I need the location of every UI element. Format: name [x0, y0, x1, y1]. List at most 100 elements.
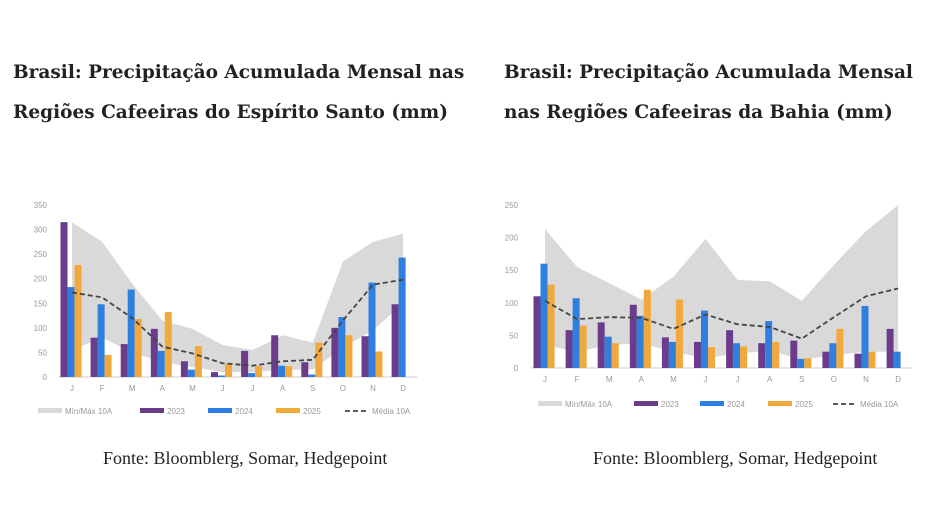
bar-2024 — [572, 298, 580, 368]
y-tick-label: 50 — [38, 348, 47, 357]
legend-label: 2025 — [303, 407, 321, 416]
bar-2023 — [120, 344, 128, 377]
bar-2024 — [278, 365, 286, 377]
bar-2023 — [661, 337, 669, 368]
x-tick-label: M — [189, 384, 196, 393]
bar-2023 — [758, 343, 766, 368]
x-tick-label: N — [863, 375, 869, 384]
x-tick-label: A — [160, 384, 166, 393]
bar-2024 — [636, 315, 644, 368]
legend-label: Média 10A — [372, 407, 411, 416]
bar-2024 — [157, 350, 165, 377]
bar-2025 — [285, 366, 293, 377]
bar-2025 — [164, 312, 172, 377]
y-tick-label: 250 — [505, 201, 519, 210]
bar-2023 — [533, 296, 541, 368]
bar-2025 — [194, 346, 202, 377]
legend-label: 2023 — [661, 400, 679, 409]
legend-label: Mín/Máx 10A — [65, 407, 113, 416]
bar-2023 — [361, 336, 369, 377]
y-tick-label: 250 — [34, 250, 48, 259]
y-tick-label: 200 — [505, 234, 519, 243]
media-10a-line — [544, 287, 899, 340]
y-tick-label: 100 — [505, 299, 519, 308]
bar-2023 — [391, 304, 399, 377]
bar-2025 — [611, 343, 619, 368]
bar-2024 — [338, 317, 346, 377]
x-tick-label: J — [70, 384, 74, 393]
bar-2025 — [643, 289, 651, 368]
bar-2023 — [301, 362, 309, 377]
bar-2024 — [368, 282, 376, 377]
bar-2024 — [187, 369, 195, 377]
bar-2023 — [211, 372, 218, 377]
bar-2024 — [218, 375, 225, 377]
bar-2023 — [90, 337, 98, 377]
bar-2024 — [604, 336, 612, 368]
y-tick-label: 50 — [509, 331, 518, 340]
x-tick-label: A — [639, 375, 645, 384]
chart-title-espirito-santo: Brasil: Precipitação Acumulada Mensal na… — [13, 62, 465, 123]
source-note-bahia: Fonte: Bloomblerg, Somar, Hedgepoint — [593, 448, 878, 468]
bar-2025 — [804, 358, 812, 368]
bar-2024 — [765, 321, 773, 368]
chart-espirito-santo: 0 50 100 150 200 250 300 350 J F M A M J J A S O N D Mín/Máx… — [34, 201, 418, 416]
x-tick-label: S — [799, 375, 804, 384]
y-tick-label: 0 — [514, 364, 519, 373]
source-note-espirito-santo: Fonte: Bloomblerg, Somar, Hedgepoint — [103, 448, 388, 468]
bar-2023 — [886, 328, 894, 368]
y-tick-label: 350 — [34, 201, 48, 210]
x-tick-label: J — [251, 384, 255, 393]
x-tick-label: J — [221, 384, 225, 393]
x-tick-label: A — [767, 375, 773, 384]
bar-2025 — [772, 341, 780, 368]
x-tick-label: F — [575, 375, 580, 384]
legend-swatch — [538, 401, 562, 406]
x-tick-label: M — [129, 384, 136, 393]
bar-2024 — [540, 263, 548, 368]
bar-2024 — [97, 304, 105, 377]
legend-swatch — [140, 408, 164, 413]
x-tick-label: M — [606, 375, 613, 384]
bar-2025 — [547, 284, 555, 368]
bar-2024 — [398, 257, 406, 377]
bar-2023 — [629, 304, 637, 368]
bar-2025 — [225, 363, 232, 377]
legend-swatch — [38, 408, 62, 413]
bar-2025 — [675, 299, 683, 368]
x-tick-label: J — [704, 375, 708, 384]
chart-title-bahia: Brasil: Precipitação Acumulada Mensal na… — [504, 62, 913, 123]
bar-2024 — [67, 287, 75, 377]
x-tick-label: O — [340, 384, 346, 393]
bar-2024 — [248, 373, 256, 377]
media-10a-line — [71, 278, 404, 367]
bar-2023 — [790, 340, 798, 368]
y-tick-label: 0 — [43, 373, 48, 382]
legend-label: 2025 — [795, 400, 813, 409]
bar-2025 — [708, 347, 715, 368]
bar-2025 — [836, 328, 844, 368]
bar-2023 — [60, 222, 68, 377]
x-tick-label: D — [895, 375, 901, 384]
bar-2024 — [829, 343, 837, 368]
x-tick-label: N — [370, 384, 376, 393]
bar-2023 — [694, 341, 701, 368]
x-tick-label: F — [100, 384, 105, 393]
bar-2025 — [740, 346, 748, 368]
y-tick-label: 150 — [34, 299, 48, 308]
bar-2025 — [104, 354, 112, 377]
bar-2024 — [127, 289, 135, 377]
bar-2023 — [597, 322, 605, 368]
bar-2023 — [854, 353, 862, 368]
bar-2023 — [822, 351, 830, 368]
bar-2024 — [797, 358, 805, 368]
x-tick-label: O — [831, 375, 837, 384]
x-tick-label: M — [670, 375, 677, 384]
legend-label: 2023 — [167, 407, 185, 416]
bar-2025 — [74, 264, 82, 377]
bar-2024 — [733, 343, 741, 368]
bar-2025 — [579, 325, 587, 368]
x-tick-label: J — [543, 375, 547, 384]
bar-2024 — [701, 310, 708, 368]
